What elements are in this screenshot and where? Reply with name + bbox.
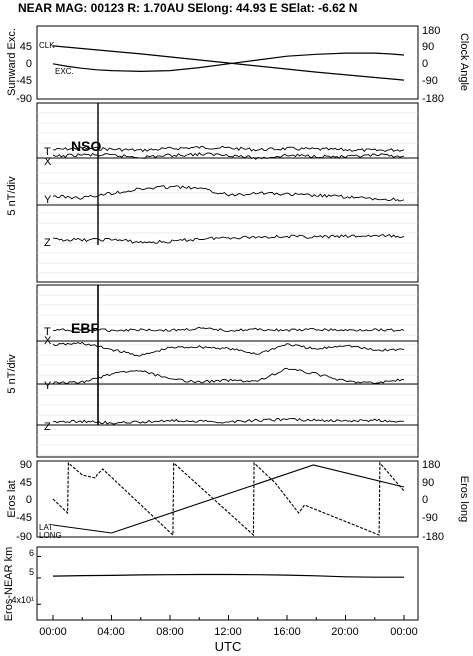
y-axis-label-right: Eros long	[458, 476, 470, 522]
panel-frame	[36, 284, 419, 458]
series-group	[37, 555, 404, 605]
y-axis-label-left: Sunward Exc.	[6, 28, 18, 96]
left-tick-label: -90	[16, 93, 32, 105]
left-tick-label: 5	[29, 567, 34, 577]
trace-label: Z	[44, 237, 51, 249]
series-annotation: CLK	[39, 41, 55, 50]
panel-frame	[36, 102, 419, 283]
series-line-t	[52, 326, 405, 333]
series-line-clk	[52, 45, 405, 81]
left-tick-label: -45	[16, 75, 32, 87]
x-tick-label: 00:00	[390, 626, 418, 638]
right-tick-label: 180	[422, 25, 440, 37]
series-group	[52, 326, 405, 425]
left-tick-label: -90	[16, 531, 32, 543]
series-line-y	[52, 367, 405, 385]
panel-ebf: EBF 5 nT/div T X Y Z	[6, 284, 419, 458]
series-group	[52, 461, 405, 537]
series-line-lat	[52, 464, 405, 534]
right-tick-label: -180	[422, 93, 444, 105]
series-line-z	[52, 234, 405, 244]
x-tick-label: 08:00	[156, 626, 184, 638]
series-annotation: LAT	[39, 523, 53, 532]
gridlines	[37, 112, 418, 274]
panel-eros-lat-long: Eros lat Eros long 90 45 0 -45 -90 180 9…	[6, 459, 470, 543]
series-line-t	[52, 145, 405, 153]
x-tick-label: 20:00	[331, 626, 359, 638]
panel-nso: NSO 5 nT/div T X Y Z	[6, 102, 419, 283]
x-axis: 00:00 04:00 08:00 12:00 16:00 20:00 00:0…	[39, 615, 418, 654]
left-tick-label: 6	[29, 548, 34, 558]
left-tick-label: 90	[20, 459, 32, 471]
right-tick-label: 0	[422, 494, 428, 506]
panel-label: EBF	[71, 320, 99, 336]
x-tick-label: 04:00	[97, 626, 125, 638]
right-tick-label: 180	[422, 459, 440, 471]
panel-frame	[36, 460, 419, 538]
panel-frame	[36, 546, 419, 621]
left-tick-label: 45	[20, 477, 32, 489]
trace-label: Y	[44, 194, 52, 206]
left-tick-label: 0	[26, 494, 32, 506]
series-line-y	[52, 185, 405, 202]
trace-label: X	[44, 156, 52, 168]
series-line-z	[52, 417, 405, 425]
series-line-long	[52, 461, 405, 537]
y-axis-label: 5 nT/div	[6, 176, 18, 216]
x-tick-label: 12:00	[214, 626, 242, 638]
panel-eros-near-distance: Eros-NEAR km 6 5 4x10¹	[3, 546, 419, 622]
right-tick-label: -90	[422, 512, 438, 524]
left-tick-label: 4x10¹	[11, 595, 34, 605]
y-axis-label-right: Clock Angle	[458, 33, 470, 91]
right-tick-label: 0	[422, 58, 428, 70]
y-axis-label: 5 nT/div	[6, 354, 18, 394]
y-axis-label-left: Eros lat	[6, 480, 18, 517]
x-tick-label: 16:00	[273, 626, 301, 638]
panel-label: NSO	[71, 138, 101, 154]
figure-title: NEAR MAG: 00123 R: 1.70AU SElong: 44.93 …	[18, 1, 357, 15]
series-line-x	[52, 152, 405, 160]
trace-label: Y	[44, 380, 52, 392]
y-axis-label: Eros-NEAR km	[3, 547, 15, 622]
trace-label: X	[44, 335, 52, 347]
x-tick-label: 00:00	[39, 626, 67, 638]
left-tick-label: 0	[26, 58, 32, 70]
series-group	[52, 145, 405, 244]
series-line-distance	[52, 573, 404, 578]
panel-frame	[36, 25, 419, 100]
right-tick-label: 90	[422, 41, 434, 53]
series-annotation: LONG	[39, 531, 62, 540]
series-line-exc	[52, 52, 405, 73]
trace-label: Z	[44, 421, 51, 433]
panel-sunward-clock: Sunward Exc. Clock Angle 45 0 -45 -90 18…	[6, 25, 470, 105]
left-tick-label: 45	[20, 41, 32, 53]
x-axis-label: UTC	[215, 639, 242, 654]
gridlines	[37, 294, 418, 456]
series-group	[52, 45, 405, 81]
series-line-x	[52, 341, 405, 357]
right-tick-label: -90	[422, 75, 438, 87]
right-tick-label: -180	[422, 531, 444, 543]
left-tick-label: -45	[16, 512, 32, 524]
right-tick-label: 90	[422, 477, 434, 489]
series-annotation: EXC.	[55, 67, 74, 76]
trace-label: T	[44, 326, 51, 338]
trace-label: T	[44, 146, 51, 158]
